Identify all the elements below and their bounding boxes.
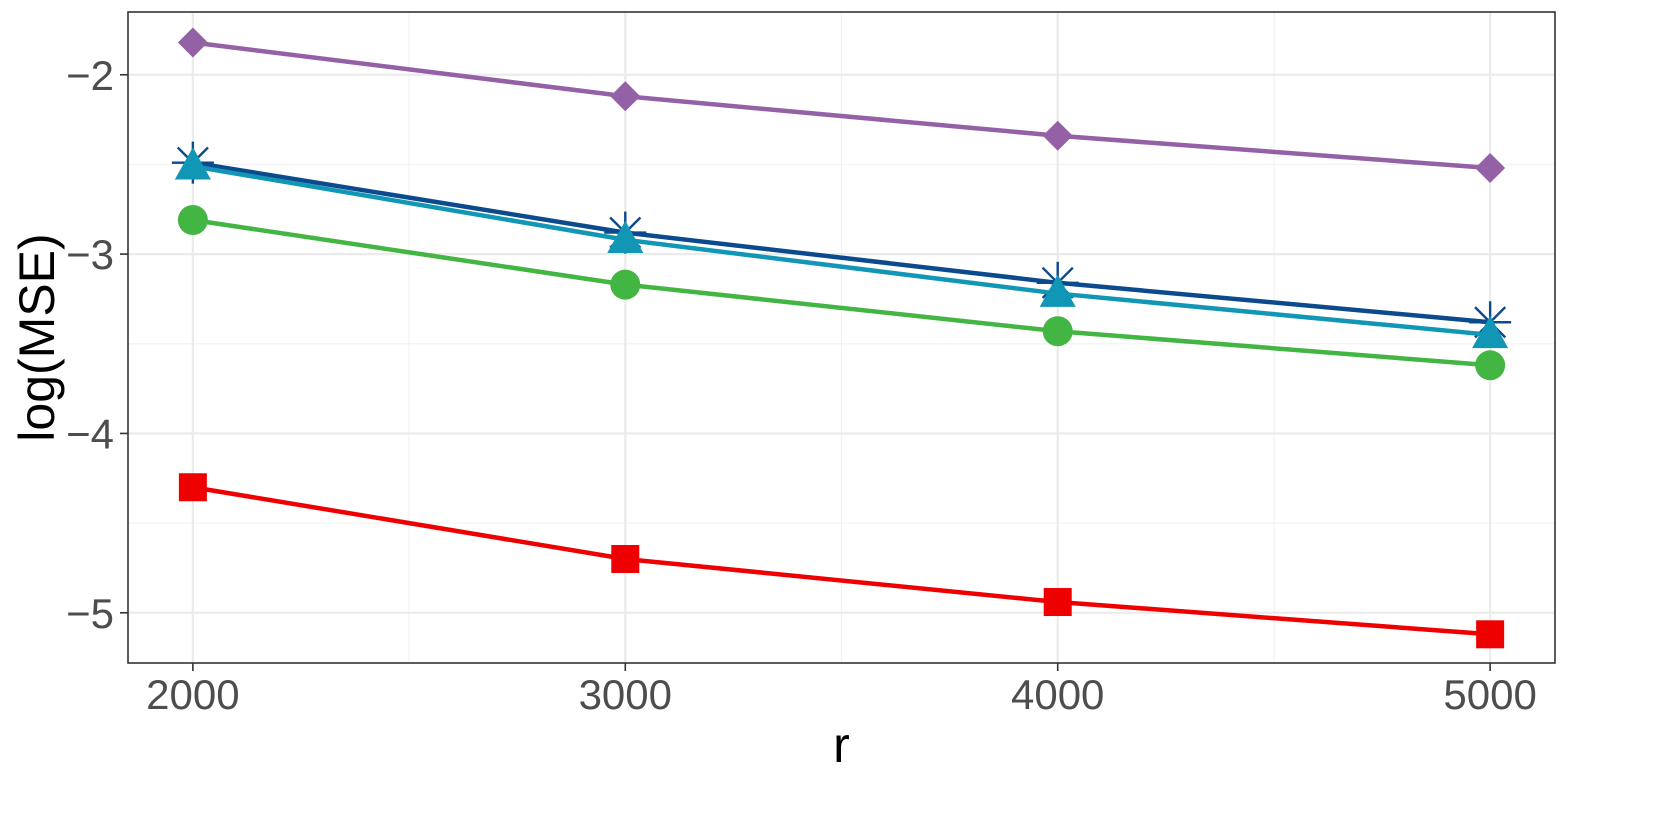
diamond-marker	[1042, 120, 1073, 151]
circle-marker	[1475, 350, 1506, 381]
square-marker	[1476, 620, 1505, 649]
square-marker	[1043, 588, 1072, 617]
y-tick-label: −3	[66, 231, 114, 278]
x-tick-label: 5000	[1443, 671, 1536, 718]
circle-marker	[610, 269, 641, 300]
series-line	[192, 217, 1491, 368]
triangle-marker	[174, 147, 211, 180]
series-layer	[171, 27, 1512, 649]
series-1	[177, 27, 1506, 184]
panel-border	[127, 11, 1556, 664]
triangle-marker	[1472, 315, 1509, 349]
y-tick-label: −2	[66, 52, 114, 99]
diamond-marker	[177, 27, 208, 58]
triangle-marker	[607, 220, 644, 254]
series-4	[177, 205, 1506, 381]
series-5	[178, 473, 1505, 649]
series-3	[174, 147, 1509, 349]
x-tick-label: 3000	[579, 671, 672, 718]
diamond-marker	[1475, 153, 1506, 184]
x-tick-label: 4000	[1011, 671, 1104, 718]
series-line	[192, 485, 1491, 637]
square-marker	[178, 473, 207, 502]
axes: 2000 3000 4000 5000 −5 −4 −3 −2	[66, 52, 1537, 718]
x-axis-title: r	[833, 717, 850, 773]
circle-marker	[1042, 316, 1073, 347]
series-line	[192, 164, 1491, 338]
y-tick-label: −4	[66, 410, 114, 457]
circle-marker	[177, 205, 208, 236]
square-marker	[611, 544, 640, 573]
triangle-marker	[1039, 274, 1076, 307]
y-tick-label: −5	[66, 590, 114, 637]
grid	[128, 12, 1555, 663]
x-tick-label: 2000	[146, 671, 239, 718]
series-line	[192, 160, 1491, 325]
series-line	[192, 40, 1491, 171]
y-axis-title: log(MSE)	[9, 233, 65, 441]
diamond-marker	[610, 81, 641, 112]
